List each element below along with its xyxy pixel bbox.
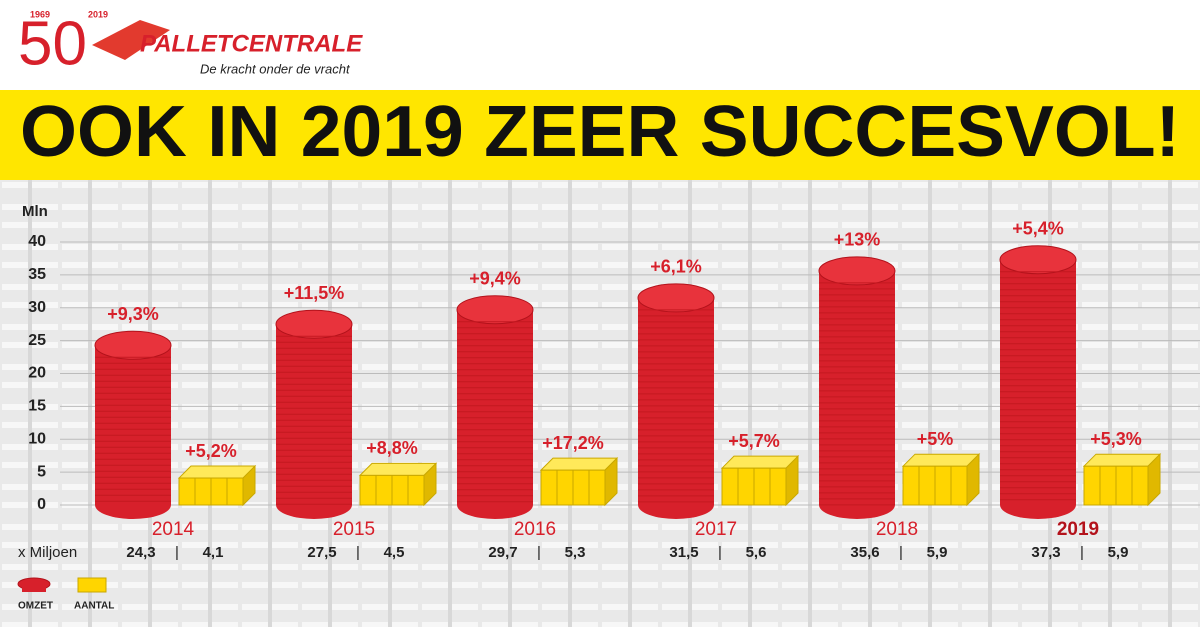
separator: | [718,544,722,561]
logo-number: 50 [18,9,87,78]
value-label: 5,6 [746,544,767,561]
value-label: 4,1 [203,544,224,561]
cylinder-body [1000,259,1076,505]
cylinder-body [819,270,895,505]
value-label: 5,9 [927,544,948,561]
row-label: x Miljoen [18,544,77,561]
growth-label: +17,2% [542,433,604,453]
value-label: 35,6 [850,544,879,561]
pallet-top [901,453,981,467]
logo-year: 2019 [88,9,108,19]
chart-title: OOK IN 2019 ZEER SUCCESVOL! [20,92,1180,172]
cylinder-bar [275,309,353,519]
cylinder-bar [94,330,172,519]
cylinder-base [276,491,352,519]
cylinder-base [1000,491,1076,519]
legend-label: OMZET [18,601,53,612]
separator: | [537,544,541,561]
cylinder-top [94,330,172,360]
pallet-bar [177,464,257,507]
cylinder-top [818,256,896,286]
cylinder-bar [999,245,1077,519]
legend-swatch [22,584,46,592]
growth-label: +9,4% [469,268,521,288]
pallet-top [539,457,619,471]
cylinder-bar [456,295,534,519]
logo-pallet [92,20,170,60]
y-axis-label: Mln [22,203,48,220]
value-label: 37,3 [1031,544,1060,561]
separator: | [899,544,903,561]
y-tick-label: 0 [37,496,46,513]
cylinder-body [457,309,533,505]
value-label: 5,9 [1108,544,1129,561]
separator: | [175,544,179,561]
growth-label: +9,3% [107,304,159,324]
pallet-bar [539,456,619,507]
growth-label: +13% [834,230,881,250]
y-tick-label: 40 [28,233,46,250]
growth-label: +5,7% [728,431,780,451]
y-tick-label: 20 [28,365,46,382]
x-tick-label: 2015 [333,519,375,540]
pallet-bar [1082,453,1162,507]
y-tick-label: 35 [28,266,46,283]
growth-label: +5,4% [1012,219,1064,239]
y-tick-label: 15 [28,398,46,415]
separator: | [1080,544,1084,561]
pallet-bar [720,454,800,507]
cylinder-base [638,491,714,519]
pallet-bar [901,453,981,507]
x-tick-label: 2019 [1057,519,1099,540]
value-label: 31,5 [669,544,698,561]
x-tick-label: 2016 [514,519,556,540]
cylinder-top [637,283,715,313]
value-label: 24,3 [126,544,155,561]
value-label: 4,5 [384,544,405,561]
cylinder-top [275,309,353,339]
y-tick-label: 25 [28,332,46,349]
title-band [0,90,1200,180]
cylinder-base [95,491,171,519]
pallet-top [1082,453,1162,467]
logo-year: 1969 [30,9,50,19]
value-label: 29,7 [488,544,517,561]
growth-label: +11,5% [284,283,345,303]
cylinder-top [456,295,534,325]
growth-label: +5,2% [185,441,237,461]
cylinder-bar [637,283,715,519]
x-tick-label: 2014 [152,519,195,540]
logo-tagline: De kracht onder de vracht [200,61,351,76]
y-tick-label: 30 [28,299,46,316]
header-bg [0,0,1200,90]
cylinder-base [457,491,533,519]
cylinder-bar [818,256,896,519]
growth-label: +8,8% [366,438,418,458]
logo-brand: PALLETCENTRALE [140,30,363,57]
separator: | [356,544,360,561]
pallet-top [177,465,257,479]
y-tick-label: 5 [37,463,46,480]
pallet-bar [358,462,438,507]
pallet-top [720,455,800,469]
cylinder-top [999,245,1077,275]
x-tick-label: 2018 [876,519,918,540]
cylinder-body [95,345,171,505]
legend-label: AANTAL [74,601,114,612]
logo: 50 1969 2019 PALLETCENTRALE De kracht on… [18,9,363,78]
value-label: 27,5 [307,544,336,561]
y-tick-label: 10 [28,430,46,447]
growth-label: +5% [917,429,954,449]
growth-label: +6,1% [650,257,702,277]
x-tick-label: 2017 [695,519,737,540]
value-label: 5,3 [565,544,586,561]
legend-swatch [77,577,107,593]
pallet-top [358,462,438,476]
cylinder-body [638,297,714,505]
growth-label: +5,3% [1090,429,1142,449]
